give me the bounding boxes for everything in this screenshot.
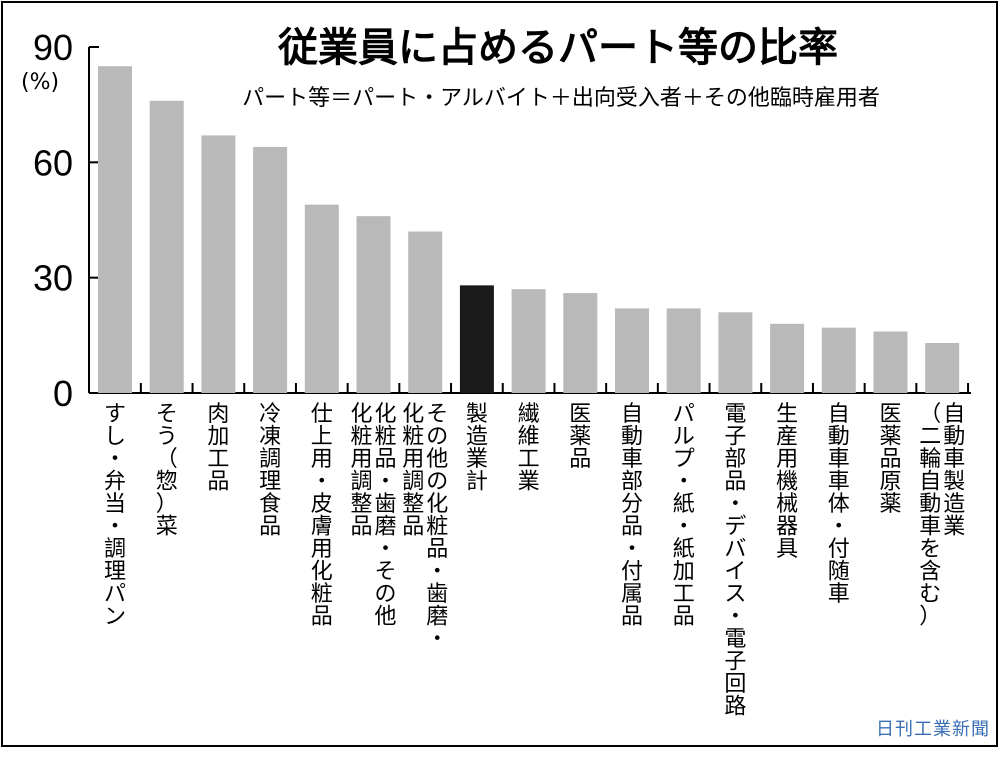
category-label: そう（惣）菜 xyxy=(156,402,178,540)
category-label-text: 自動車車体・付随車 xyxy=(828,402,850,607)
bar xyxy=(873,331,908,393)
bars xyxy=(98,66,960,394)
bar xyxy=(770,323,805,393)
category-label-text: 生産用機械器具 xyxy=(776,402,798,562)
bar xyxy=(563,293,598,393)
category-label: 医薬品原薬 xyxy=(879,402,901,517)
category-label: 電子部品・デバイス・電子回路 xyxy=(724,402,746,720)
category-label: 製造業計 xyxy=(466,402,488,495)
category-label-text: 自動車製造業 xyxy=(943,402,965,540)
category-label-text: 仕上用・皮膚用化粧品 xyxy=(311,402,333,630)
bar xyxy=(459,285,494,393)
category-label-text: 化粧用調整品 xyxy=(402,402,424,540)
category-label: 化粧品・歯磨・その他 xyxy=(374,402,396,630)
source-credit: 日刊工業新聞 xyxy=(876,719,990,740)
category-label-text: （二輪自動車を含む） xyxy=(919,402,941,630)
category-label-text: 化粧品・歯磨・その他 xyxy=(374,402,396,630)
category-label: 仕上用・皮膚用化粧品 xyxy=(311,402,333,630)
category-label: すし・弁当・調理パン xyxy=(104,402,126,630)
bar xyxy=(356,216,391,393)
y-tick-label: 30 xyxy=(33,258,73,299)
bar xyxy=(615,308,649,393)
category-label: その他の化粧品・歯磨・ xyxy=(426,402,448,652)
bar xyxy=(98,66,132,393)
y-tick-label: 60 xyxy=(33,142,73,183)
chart-title: 従業員に占めるパート等の比率 xyxy=(277,25,838,71)
category-label: （二輪自動車を含む） xyxy=(919,402,941,630)
axes: 0 30 60 90 xyxy=(33,27,971,414)
category-label-text: そう（惣）菜 xyxy=(156,402,178,540)
bar xyxy=(821,327,856,393)
bar xyxy=(718,312,753,393)
bar xyxy=(304,204,339,393)
category-label-text: 医薬品 xyxy=(569,402,591,472)
category-label: 自動車車体・付随車 xyxy=(828,402,850,607)
y-tick-label: 90 xyxy=(33,27,73,68)
bar xyxy=(149,100,184,394)
category-label-text: 医薬品原薬 xyxy=(879,402,901,517)
category-label-text: 製造業計 xyxy=(466,402,488,495)
category-label-text: 肉加工品 xyxy=(207,402,229,495)
category-label-text: 電子部品・デバイス・電子回路 xyxy=(724,402,746,720)
y-axis-unit: (%) xyxy=(21,70,59,95)
chart-frame: 従業員に占めるパート等の比率 パート等＝パート・アルバイト＋出向受入者＋その他臨… xyxy=(1,1,998,747)
category-label: 肉加工品 xyxy=(207,402,229,495)
category-label: 化粧用調整品 xyxy=(350,402,372,540)
category-label: 化粧用調整品 xyxy=(402,402,424,540)
y-tick-label: 0 xyxy=(53,373,73,414)
category-label: 自動車製造業 xyxy=(943,402,965,540)
category-label-text: 冷凍調理食品 xyxy=(259,402,281,540)
category-labels: すし・弁当・調理パン そう（惣）菜 肉加工品 冷凍調理食品 仕上用・皮膚用化粧品 化粧品・… xyxy=(104,402,965,720)
category-label-text: 自動車部分品・付属品 xyxy=(621,402,643,630)
category-label-text: その他の化粧品・歯磨・ xyxy=(426,402,448,652)
category-label-text: 繊維工業 xyxy=(518,402,540,495)
bar xyxy=(201,135,236,393)
bar xyxy=(666,308,701,393)
bar xyxy=(253,146,288,393)
category-label: 冷凍調理食品 xyxy=(259,402,281,540)
category-label-text: 化粧用調整品 xyxy=(350,402,372,540)
category-label: 医薬品 xyxy=(569,402,591,472)
category-label: 繊維工業 xyxy=(518,402,540,495)
category-label: 自動車部分品・付属品 xyxy=(621,402,643,630)
bar xyxy=(511,289,546,393)
chart-subtitle: パート等＝パート・アルバイト＋出向受入者＋その他臨時雇用者 xyxy=(242,86,880,111)
category-label: パルプ・紙・紙加工品 xyxy=(673,402,695,630)
bar xyxy=(925,343,960,393)
bar xyxy=(408,231,443,393)
category-label: 生産用機械器具 xyxy=(776,402,798,562)
category-label-text: パルプ・紙・紙加工品 xyxy=(673,402,695,630)
category-label-text: すし・弁当・調理パン xyxy=(104,402,126,630)
bar-chart: 従業員に占めるパート等の比率 パート等＝パート・アルバイト＋出向受入者＋その他臨… xyxy=(21,25,971,720)
